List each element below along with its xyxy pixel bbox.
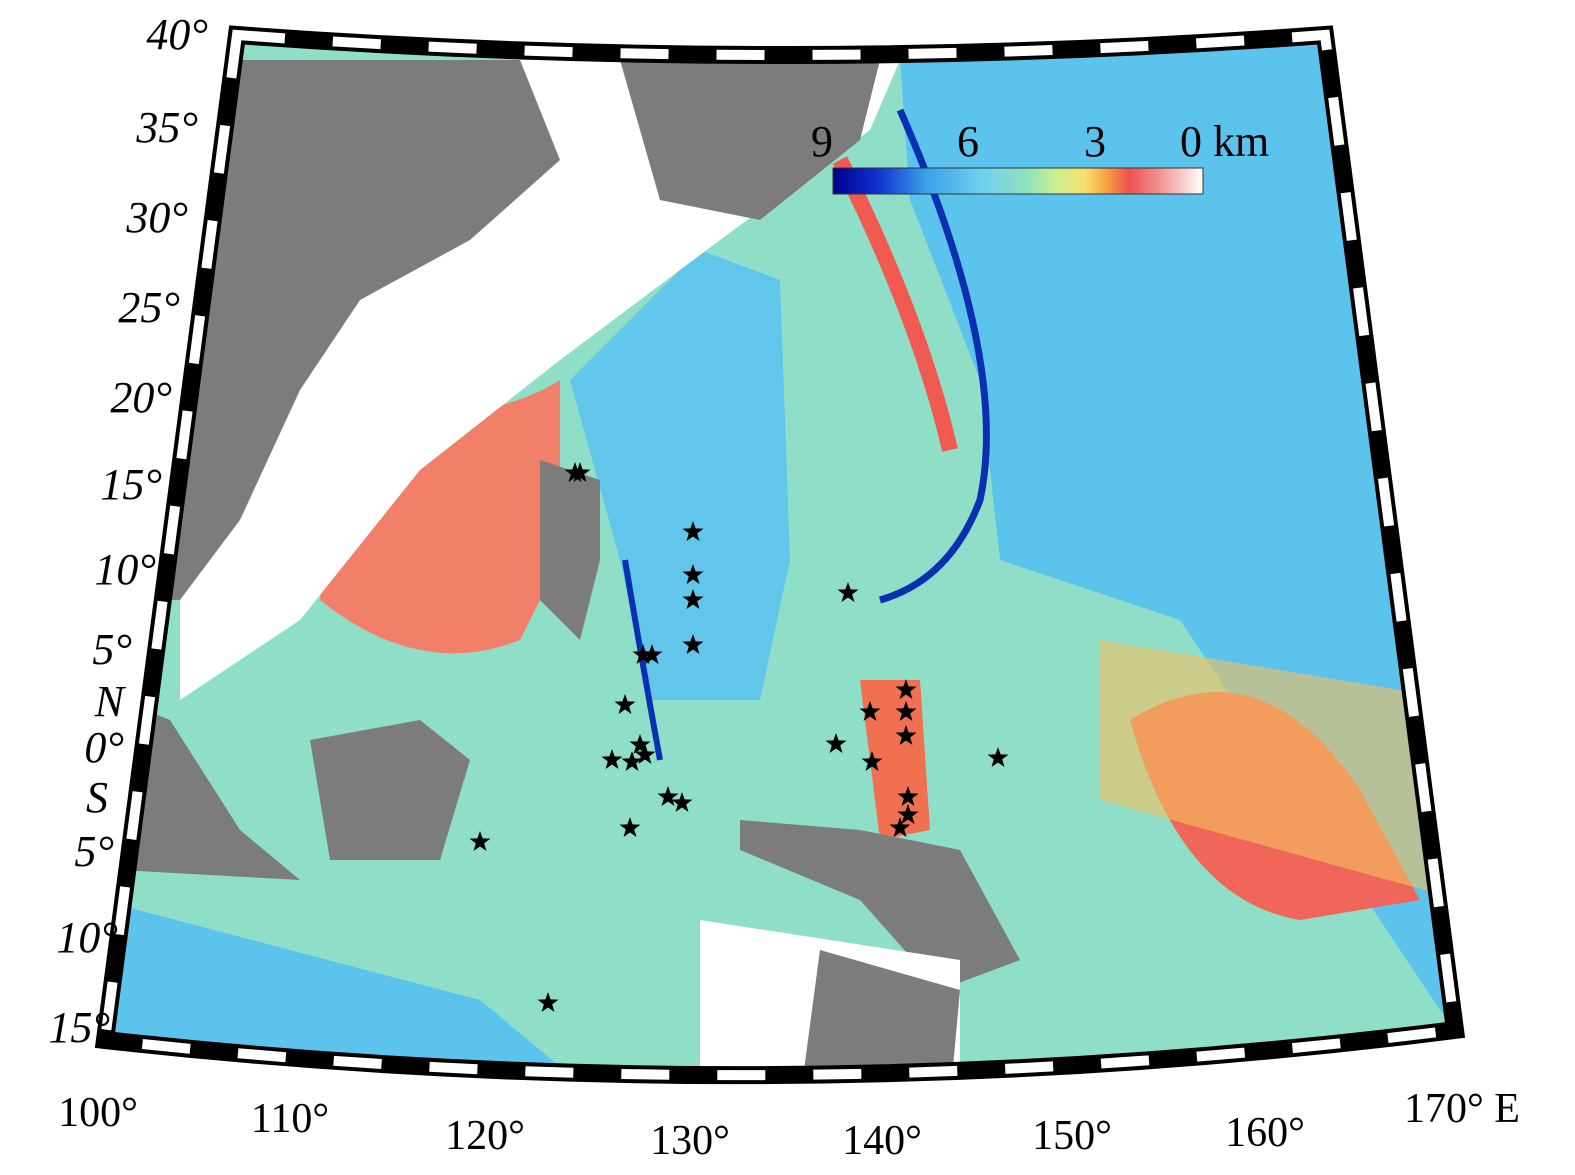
- land-asia: [150, 60, 560, 600]
- colorbar: [832, 167, 1204, 195]
- longitude-label: 110°: [251, 1096, 329, 1142]
- land-philippines: [540, 460, 600, 640]
- latitude-label: 0°: [84, 723, 124, 772]
- land-borneo: [310, 720, 470, 860]
- trench: [879, 108, 990, 604]
- longitude-label: 160°: [1225, 1110, 1305, 1156]
- longitude-label: 170° E: [1404, 1086, 1520, 1132]
- land-japan: [620, 60, 880, 220]
- land-sumatra: [120, 700, 300, 880]
- arc-ridge: [832, 156, 958, 452]
- longitude-label: 140°: [842, 1118, 922, 1164]
- latitude-label: 5°: [92, 625, 132, 674]
- latitude-label: 40°: [146, 10, 208, 59]
- frame-outer: [94, 25, 1466, 1085]
- longitude-label: 130°: [650, 1118, 730, 1164]
- latitude-label: 20°: [110, 373, 172, 422]
- latitude-label: 25°: [118, 283, 180, 332]
- colorbar-label: 3: [1084, 117, 1106, 166]
- colorbar-label: 9: [811, 117, 833, 166]
- colorbar-label: 6: [957, 117, 979, 166]
- latitude-label: 10°: [56, 913, 118, 962]
- longitude-label: 150°: [1032, 1113, 1112, 1159]
- longitude-label: 120°: [445, 1113, 525, 1159]
- latitude-label: 35°: [135, 103, 198, 152]
- latitude-label: 15°: [48, 1003, 110, 1052]
- latitude-label: N: [94, 677, 127, 726]
- latitude-label: 30°: [125, 193, 188, 242]
- latitude-label: 5°: [74, 827, 114, 876]
- plateau: [1100, 640, 1455, 900]
- land-new-guinea: [740, 820, 1020, 990]
- land-australia: [800, 950, 960, 1076]
- philippine-basin: [570, 250, 790, 700]
- latitude-label: 15°: [100, 460, 162, 509]
- latitude-label: 10°: [94, 545, 156, 594]
- longitude-label: 100°: [58, 1090, 138, 1136]
- latitude-label: S: [86, 773, 108, 822]
- colorbar-label: 0 km: [1180, 117, 1269, 166]
